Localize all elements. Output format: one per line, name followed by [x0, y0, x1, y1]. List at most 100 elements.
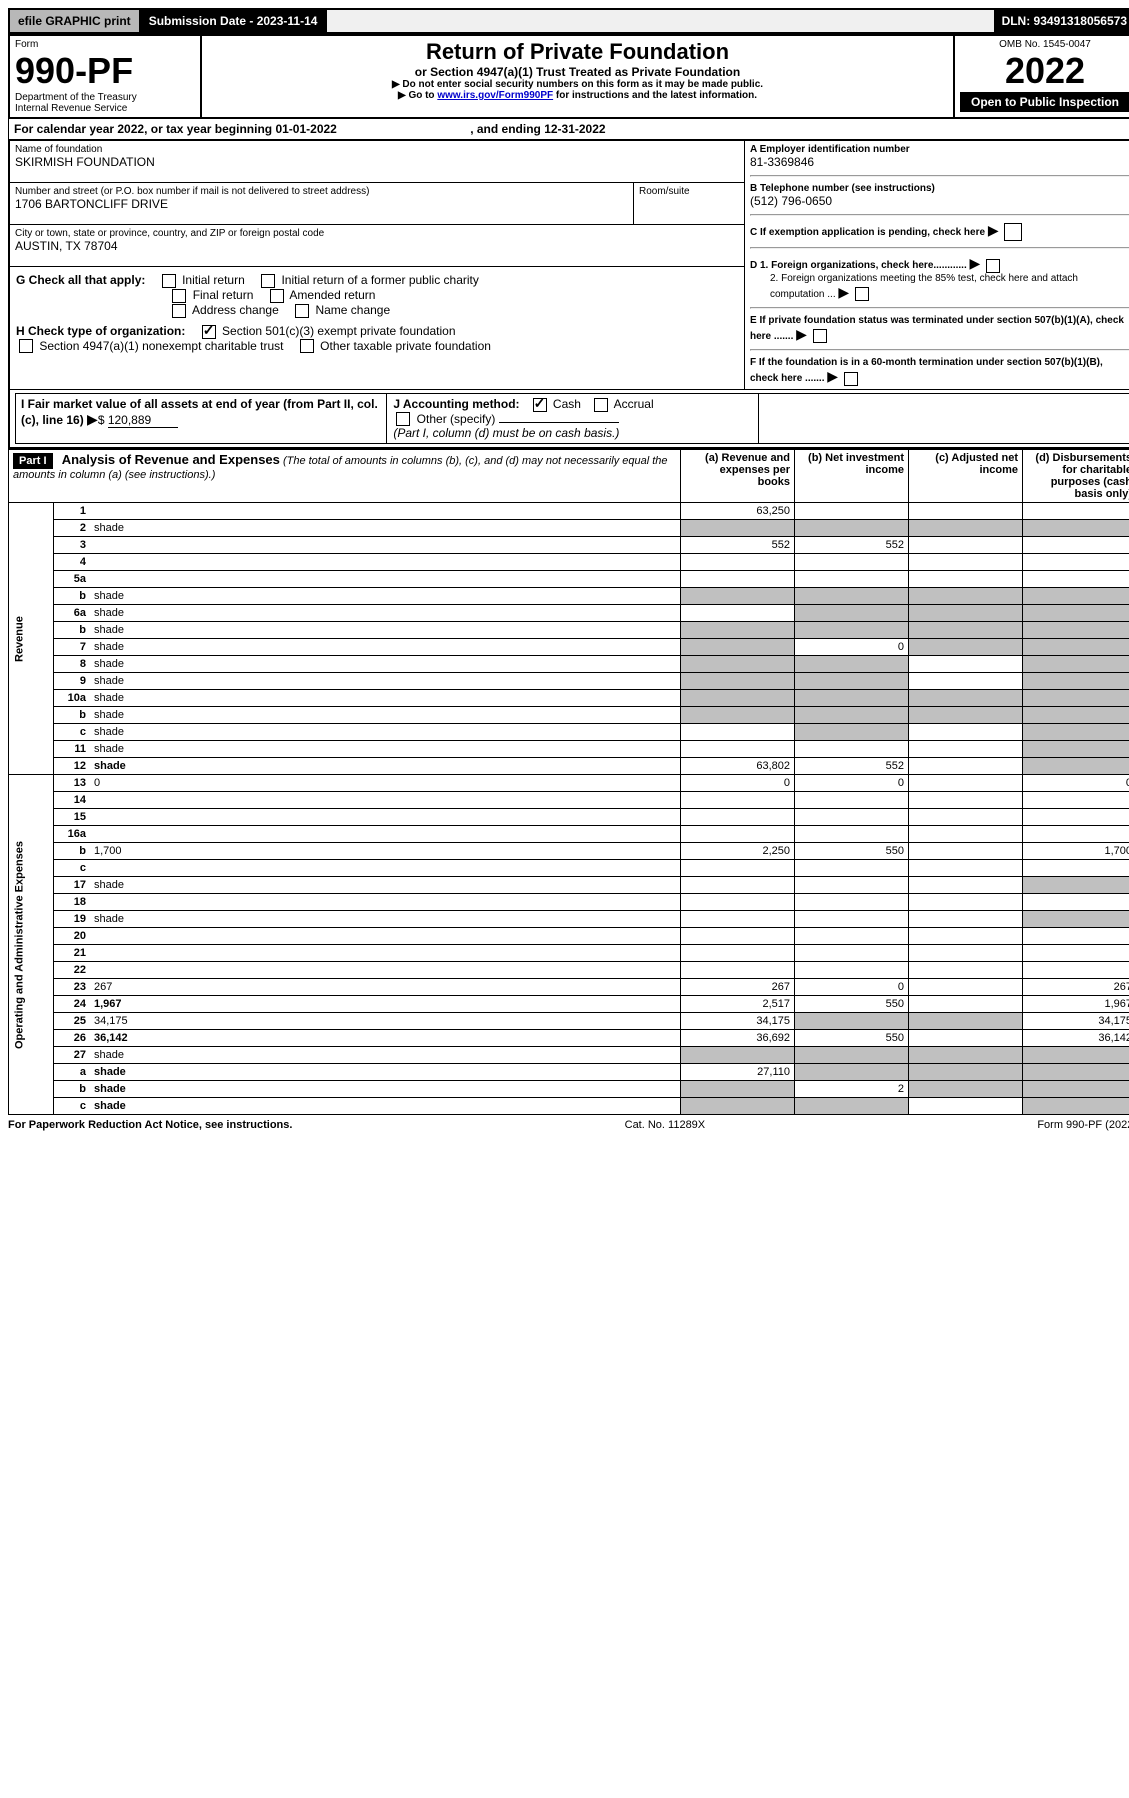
efile-print-button[interactable]: efile GRAPHIC print: [10, 10, 141, 32]
h-label: H Check type of organization:: [16, 324, 185, 338]
c-checkbox[interactable]: [1004, 223, 1022, 241]
cell-a: [681, 860, 795, 877]
cal-end: 12-31-2022: [544, 122, 605, 136]
cell-b: [795, 605, 909, 622]
g-amended-checkbox[interactable]: [270, 289, 284, 303]
part1-label: Part I: [13, 453, 53, 469]
d1-label: D 1. Foreign organizations, check here..…: [750, 260, 967, 271]
cell-d: [1023, 724, 1129, 741]
e-checkbox[interactable]: [813, 329, 827, 343]
g-initial-checkbox[interactable]: [162, 274, 176, 288]
cell-c: [909, 945, 1023, 962]
col-c-header: (c) Adjusted net income: [909, 450, 1023, 503]
h-section: H Check type of organization: Section 50…: [16, 324, 738, 354]
cell-b: [795, 520, 909, 537]
cell-c: [909, 826, 1023, 843]
cell-c: [909, 860, 1023, 877]
cell-a: [681, 605, 795, 622]
g-final-checkbox[interactable]: [172, 289, 186, 303]
cell-b: [795, 1047, 909, 1064]
j-accrual: Accrual: [614, 397, 654, 411]
submission-date: Submission Date - 2023-11-14: [141, 10, 328, 32]
cell-d: [1023, 503, 1129, 520]
cell-b: [795, 792, 909, 809]
cell-a: 63,802: [681, 758, 795, 775]
goto-suffix: for instructions and the latest informat…: [553, 90, 757, 101]
table-row: 15: [9, 809, 1129, 826]
g-address-checkbox[interactable]: [172, 304, 186, 318]
table-row: 17shade: [9, 877, 1129, 894]
line-number: 2: [54, 520, 91, 537]
cell-c: [909, 1098, 1023, 1115]
tax-year: 2022: [960, 50, 1129, 92]
cell-a: [681, 554, 795, 571]
cell-a: 2,517: [681, 996, 795, 1013]
cell-b: [795, 554, 909, 571]
g-name-checkbox[interactable]: [295, 304, 309, 318]
arrow-icon: ▶: [87, 411, 98, 428]
cell-a: 0: [681, 775, 795, 792]
j-accrual-checkbox[interactable]: [594, 398, 608, 412]
cell-c: [909, 1030, 1023, 1047]
cell-a: [681, 945, 795, 962]
cell-c: [909, 571, 1023, 588]
line-number: 5a: [54, 571, 91, 588]
f-termination: F If the foundation is in a 60-month ter…: [750, 357, 1129, 385]
h-501c3-checkbox[interactable]: [202, 325, 216, 339]
g-opt-initial: Initial return: [182, 273, 245, 287]
dept-treasury: Department of the Treasury: [15, 92, 195, 103]
cell-b: [795, 860, 909, 877]
form990pf-link[interactable]: www.irs.gov/Form990PF: [437, 90, 553, 101]
cell-d: [1023, 741, 1129, 758]
cell-b: 552: [795, 758, 909, 775]
cell-d: [1023, 588, 1129, 605]
line-number: b: [54, 707, 91, 724]
line-number: 24: [54, 996, 91, 1013]
cell-c: [909, 1064, 1023, 1081]
addr-label: Number and street (or P.O. box number if…: [15, 186, 628, 197]
cell-c: [909, 656, 1023, 673]
footer-mid: Cat. No. 11289X: [625, 1119, 706, 1131]
h-other-checkbox[interactable]: [300, 339, 314, 353]
cell-a: [681, 962, 795, 979]
d2-checkbox[interactable]: [855, 287, 869, 301]
table-row: 27shade: [9, 1047, 1129, 1064]
d1-checkbox[interactable]: [986, 259, 1000, 273]
arrow-icon: ▶: [970, 255, 981, 272]
line-description: shade: [90, 639, 681, 656]
city-value: AUSTIN, TX 78704: [15, 239, 739, 253]
line-number: 16a: [54, 826, 91, 843]
cell-b: [795, 503, 909, 520]
line-description: shade: [90, 741, 681, 758]
g-initial-former-checkbox[interactable]: [261, 274, 275, 288]
h-4947-checkbox[interactable]: [19, 339, 33, 353]
f-checkbox[interactable]: [844, 372, 858, 386]
cell-a: [681, 1098, 795, 1115]
cell-b: 0: [795, 639, 909, 656]
cell-d: [1023, 673, 1129, 690]
j-cash-checkbox[interactable]: [533, 398, 547, 412]
cell-a: [681, 741, 795, 758]
line-description: shade: [90, 1047, 681, 1064]
j-other-input[interactable]: [499, 422, 619, 423]
phone-value: (512) 796-0650: [750, 194, 1129, 208]
line-number: 22: [54, 962, 91, 979]
cell-a: [681, 622, 795, 639]
line-number: 20: [54, 928, 91, 945]
cell-d: [1023, 1064, 1129, 1081]
cell-c: [909, 911, 1023, 928]
table-row: 11shade: [9, 741, 1129, 758]
cell-b: [795, 571, 909, 588]
cell-b: [795, 1013, 909, 1030]
j-other-checkbox[interactable]: [396, 412, 410, 426]
cell-b: [795, 724, 909, 741]
cell-c: [909, 690, 1023, 707]
cell-b: [795, 741, 909, 758]
table-row: 2shade: [9, 520, 1129, 537]
cell-d: [1023, 622, 1129, 639]
table-row: 4: [9, 554, 1129, 571]
cell-c: [909, 639, 1023, 656]
cell-d: [1023, 656, 1129, 673]
line-description: shade: [90, 758, 681, 775]
cell-d: [1023, 639, 1129, 656]
